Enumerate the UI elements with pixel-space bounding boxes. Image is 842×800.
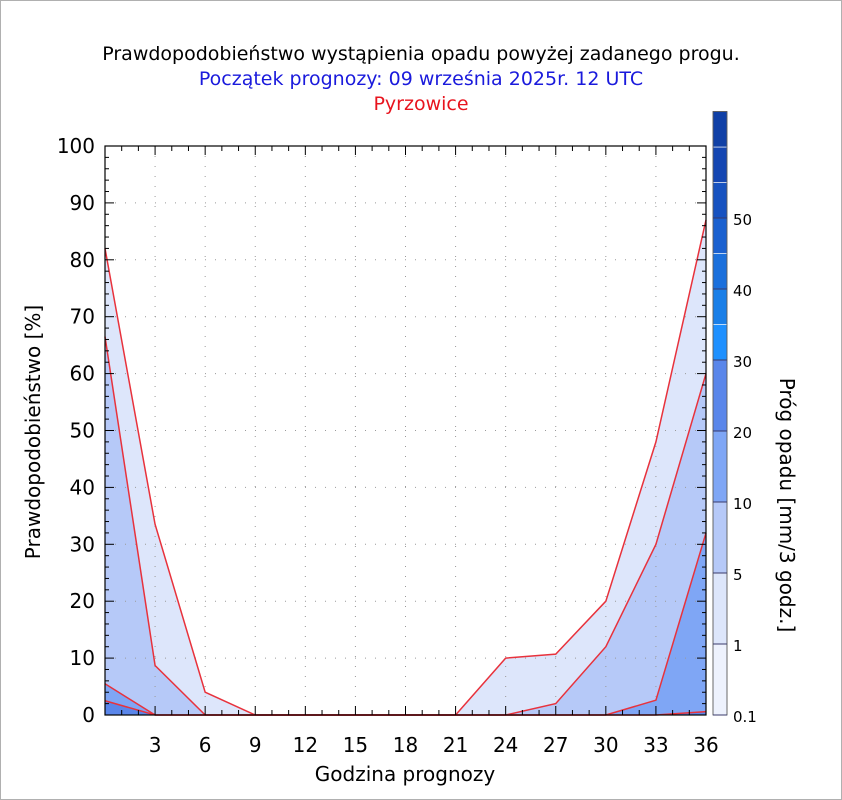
colorbar-tick-label: 20 bbox=[733, 424, 752, 442]
y-axis-tick-labels: 0 10 20 30 40 50 60 70 80 90 100 bbox=[57, 134, 95, 727]
colorbar-tick-label: 30 bbox=[733, 353, 752, 371]
forecast-start-subtitle: Początek prognozy: 09 września 2025r. 12… bbox=[198, 68, 644, 90]
y-tick-label: 0 bbox=[82, 703, 95, 727]
x-tick-label: 3 bbox=[149, 733, 162, 757]
colorbar-tick-label: 40 bbox=[733, 282, 752, 300]
colorbar-band bbox=[712, 501, 728, 574]
colorbar-tick-label: 50 bbox=[733, 211, 752, 229]
y-tick-label: 40 bbox=[70, 475, 95, 499]
chart-title: Prawdopodobieństwo wystąpienia opadu pow… bbox=[102, 43, 740, 65]
x-tick-label: 6 bbox=[199, 733, 212, 757]
colorbar-tick-label: 5 bbox=[733, 566, 743, 584]
y-tick-label: 10 bbox=[70, 646, 95, 670]
x-tick-label: 12 bbox=[293, 733, 318, 757]
x-tick-label: 21 bbox=[443, 733, 468, 757]
threshold-colorbar bbox=[712, 111, 728, 716]
x-tick-label: 15 bbox=[343, 733, 368, 757]
colorbar-tick-label: 10 bbox=[733, 495, 752, 513]
colorbar-band bbox=[712, 359, 728, 432]
x-tick-label: 30 bbox=[593, 733, 618, 757]
colorbar-band bbox=[712, 430, 728, 503]
colorbar-band bbox=[712, 643, 728, 716]
x-tick-label: 24 bbox=[493, 733, 518, 757]
x-tick-label: 33 bbox=[643, 733, 668, 757]
colorbar-band bbox=[712, 288, 728, 325]
y-axis-label: Prawdopodobieństwo [%] bbox=[21, 305, 45, 559]
colorbar-tick-label: 1 bbox=[733, 637, 743, 655]
x-tick-label: 27 bbox=[543, 733, 568, 757]
x-tick-label: 36 bbox=[693, 733, 718, 757]
colorbar-tick-labels: 0.1 1 5 10 20 30 40 50 bbox=[713, 211, 757, 726]
y-tick-label: 80 bbox=[70, 248, 95, 272]
colorbar-tick-label: 0.1 bbox=[733, 708, 757, 726]
colorbar-band bbox=[712, 111, 728, 148]
station-name: Pyrzowice bbox=[373, 93, 469, 115]
y-tick-label: 60 bbox=[70, 362, 95, 386]
x-tick-label: 9 bbox=[249, 733, 262, 757]
colorbar-band bbox=[712, 182, 728, 219]
x-tick-label: 18 bbox=[393, 733, 418, 757]
colorbar-band bbox=[712, 253, 728, 290]
y-tick-label: 50 bbox=[70, 419, 95, 443]
y-tick-label: 30 bbox=[70, 532, 95, 556]
colorbar-band bbox=[712, 324, 728, 361]
probability-areas bbox=[105, 219, 706, 715]
axis-ticks bbox=[104, 145, 707, 716]
x-axis-tick-labels: 3 6 9 12 15 18 21 24 27 30 33 36 bbox=[149, 733, 719, 757]
x-axis-label: Godzina prognozy bbox=[315, 762, 496, 786]
y-tick-label: 100 bbox=[57, 134, 95, 158]
colorbar-band bbox=[712, 146, 728, 183]
colorbar-band bbox=[712, 217, 728, 254]
grid-dots bbox=[105, 146, 706, 715]
area-threshold-1 bbox=[105, 336, 706, 715]
colorbar-band bbox=[712, 572, 728, 645]
y-tick-label: 20 bbox=[70, 589, 95, 613]
colorbar-label: Próg opadu [mm/3 godz.] bbox=[775, 378, 799, 633]
y-tick-label: 90 bbox=[70, 191, 95, 215]
y-tick-label: 70 bbox=[70, 305, 95, 329]
